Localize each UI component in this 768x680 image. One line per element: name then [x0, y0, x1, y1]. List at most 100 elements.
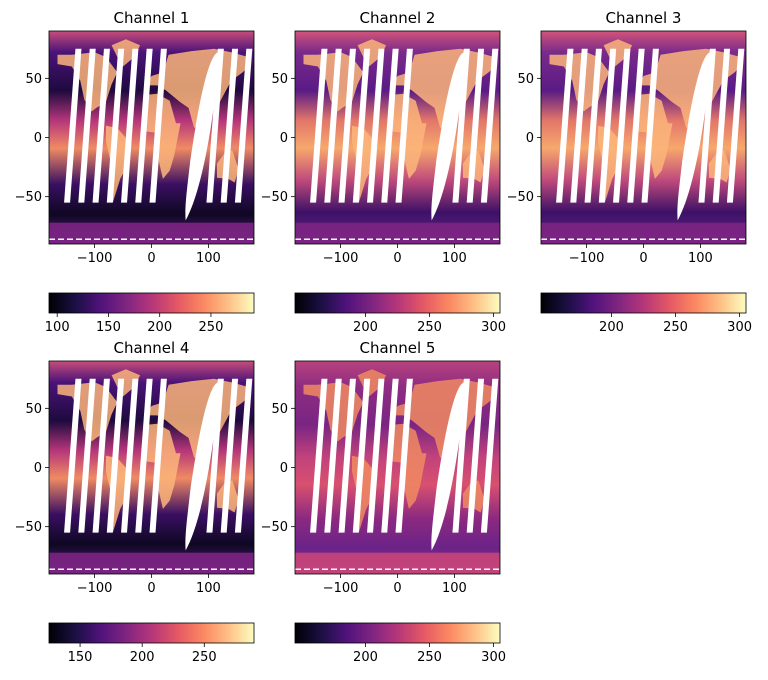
polar-band	[295, 222, 500, 244]
swath-gap	[310, 378, 328, 533]
land-mass	[111, 39, 141, 67]
swath-gap	[613, 48, 631, 203]
panel-title: Channel 5	[360, 339, 436, 357]
swath-gap	[466, 378, 485, 533]
x-tick-label: 100	[196, 581, 221, 596]
swath-gap	[92, 48, 110, 203]
colorbar-tick-label: 200	[147, 320, 172, 335]
land-mass	[145, 378, 252, 458]
missing-swath	[431, 382, 466, 551]
x-tick-label: −100	[323, 251, 359, 266]
swath-gap	[234, 48, 253, 203]
swath-gap	[381, 378, 399, 533]
panel-title: Channel 2	[360, 9, 436, 27]
polar-band	[49, 552, 254, 574]
swath-gap	[712, 48, 731, 203]
colorbar-tick-label: 200	[353, 320, 378, 335]
swath-gap	[135, 378, 153, 533]
colorbar-tick-label: 200	[599, 320, 624, 335]
swath-gap	[641, 48, 659, 203]
y-tick-label: 50	[271, 402, 288, 417]
colorbar-tick-label: 200	[353, 650, 378, 665]
swath-gap	[352, 48, 371, 203]
swath-gap	[121, 378, 139, 533]
swath-gap	[206, 378, 224, 533]
colorbar	[540, 292, 747, 314]
colorbar	[48, 622, 255, 644]
x-tick-label: 100	[442, 581, 467, 596]
swath-gap	[106, 48, 125, 203]
colorbar-tick-label: 150	[68, 650, 93, 665]
colorbar-tick-label: 300	[481, 650, 506, 665]
y-tick-label: 0	[280, 461, 288, 476]
y-tick-label: −50	[261, 190, 288, 205]
swath-gap	[324, 378, 342, 533]
swath-gap	[206, 48, 224, 203]
panel-channel-5: Channel 5 −100 0 100 50 0 −50 200 250 300	[261, 339, 506, 665]
y-tick-label: 50	[25, 402, 42, 417]
colorbar-tick-label: 150	[96, 320, 121, 335]
swath-gap	[121, 48, 139, 203]
swath-gap	[570, 48, 588, 203]
swath-gap	[338, 378, 356, 533]
swath-gap	[466, 48, 485, 203]
land-mass	[637, 48, 744, 128]
x-tick-label: 100	[196, 251, 221, 266]
x-tick-label: −100	[323, 581, 359, 596]
x-tick-label: −100	[77, 581, 113, 596]
swath-gap	[106, 378, 125, 533]
swath-gap	[234, 378, 253, 533]
colorbar-tick-label: 250	[417, 650, 442, 665]
panel-channel-4: Channel 4 −100 0 100 50 0 −50 150 200 250	[15, 339, 255, 665]
swath-gap	[352, 378, 371, 533]
swath-gap	[627, 48, 645, 203]
x-tick-label: −100	[569, 251, 605, 266]
swath-gap	[480, 48, 499, 203]
swath-gap	[395, 378, 413, 533]
missing-swath	[185, 52, 220, 221]
colorbar	[48, 292, 255, 314]
x-tick-label: −100	[77, 251, 113, 266]
land-mass	[141, 93, 181, 179]
colorbar	[294, 292, 501, 314]
x-tick-label: 0	[147, 581, 155, 596]
swath-gap	[726, 48, 745, 203]
land-mass	[357, 369, 387, 397]
swath-gap	[556, 48, 574, 203]
colorbar-tick-label: 250	[417, 320, 442, 335]
swath-gap	[135, 48, 153, 203]
swath-gap	[367, 378, 385, 533]
colorbar-tick-label: 250	[192, 650, 217, 665]
swath-gap	[367, 48, 385, 203]
y-tick-label: −50	[507, 190, 534, 205]
missing-swath	[431, 52, 466, 221]
swath-gap	[338, 48, 356, 203]
swath-gap	[78, 48, 96, 203]
heatmap-image	[295, 361, 500, 574]
swath-gap	[149, 378, 167, 533]
land-mass	[111, 369, 141, 397]
y-tick-label: −50	[15, 190, 42, 205]
polar-band	[49, 222, 254, 244]
x-tick-label: 0	[147, 251, 155, 266]
colorbar-tick-label: 100	[45, 320, 70, 335]
land-mass	[357, 39, 387, 67]
land-mass	[603, 39, 633, 67]
x-tick-label: 0	[393, 251, 401, 266]
colorbar-tick-label: 300	[481, 320, 506, 335]
y-tick-label: 0	[280, 131, 288, 146]
swath-gap	[78, 378, 96, 533]
swath-gap	[381, 48, 399, 203]
swath-gap	[452, 378, 470, 533]
y-tick-label: −50	[15, 520, 42, 535]
y-tick-label: 50	[25, 72, 42, 87]
heatmap-image	[295, 31, 500, 244]
y-tick-label: −50	[261, 520, 288, 535]
x-tick-label: 0	[639, 251, 647, 266]
land-mass	[633, 93, 673, 179]
land-mass	[387, 423, 427, 509]
colorbar-tick-label: 300	[727, 320, 752, 335]
swath-gap	[310, 48, 328, 203]
panel-title: Channel 4	[114, 339, 190, 357]
